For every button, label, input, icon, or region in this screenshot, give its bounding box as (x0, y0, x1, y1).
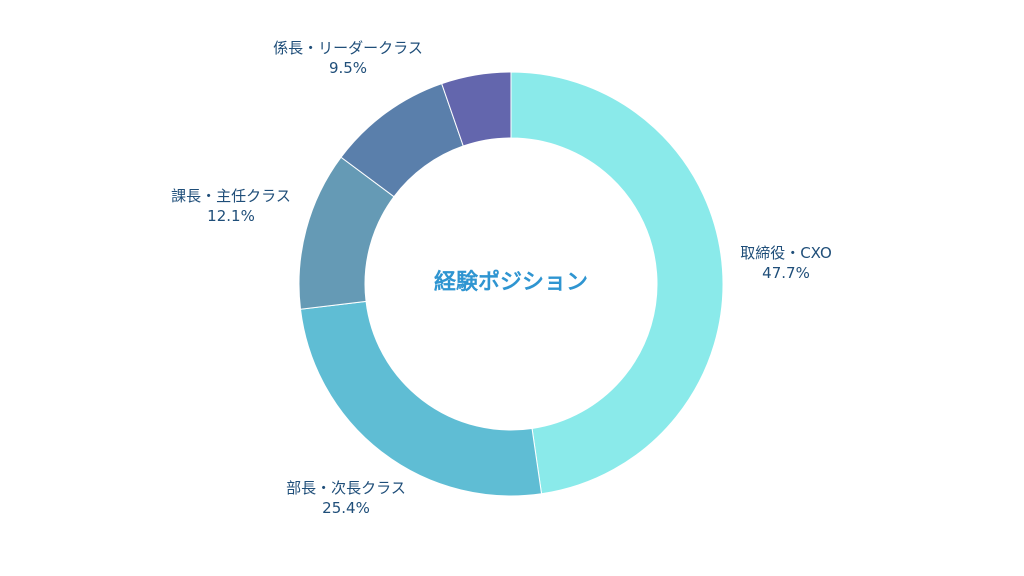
slice-label-2: 課長・主任クラス (171, 187, 291, 205)
chart-title: 経験ポジション (434, 269, 588, 295)
labels-group: 取締役・CXO 47.7% 部長・次長クラス 25.4% 課長・主任クラス 12.1% 係長… (171, 39, 832, 517)
slice-value-3: 9.5% (329, 59, 367, 77)
slice-label-0: 取締役・CXO (740, 244, 832, 262)
slice-4 (441, 71, 512, 147)
slice-0 (510, 71, 724, 495)
slice-value-0: 47.7% (762, 264, 810, 282)
slice-label-3: 係長・リーダークラス (273, 39, 423, 57)
slice-value-2: 12.1% (207, 207, 255, 225)
slices-group (298, 71, 724, 497)
slice-label-1: 部長・次長クラス (286, 479, 406, 497)
slice-1 (299, 300, 543, 497)
slice-value-1: 25.4% (322, 499, 370, 517)
